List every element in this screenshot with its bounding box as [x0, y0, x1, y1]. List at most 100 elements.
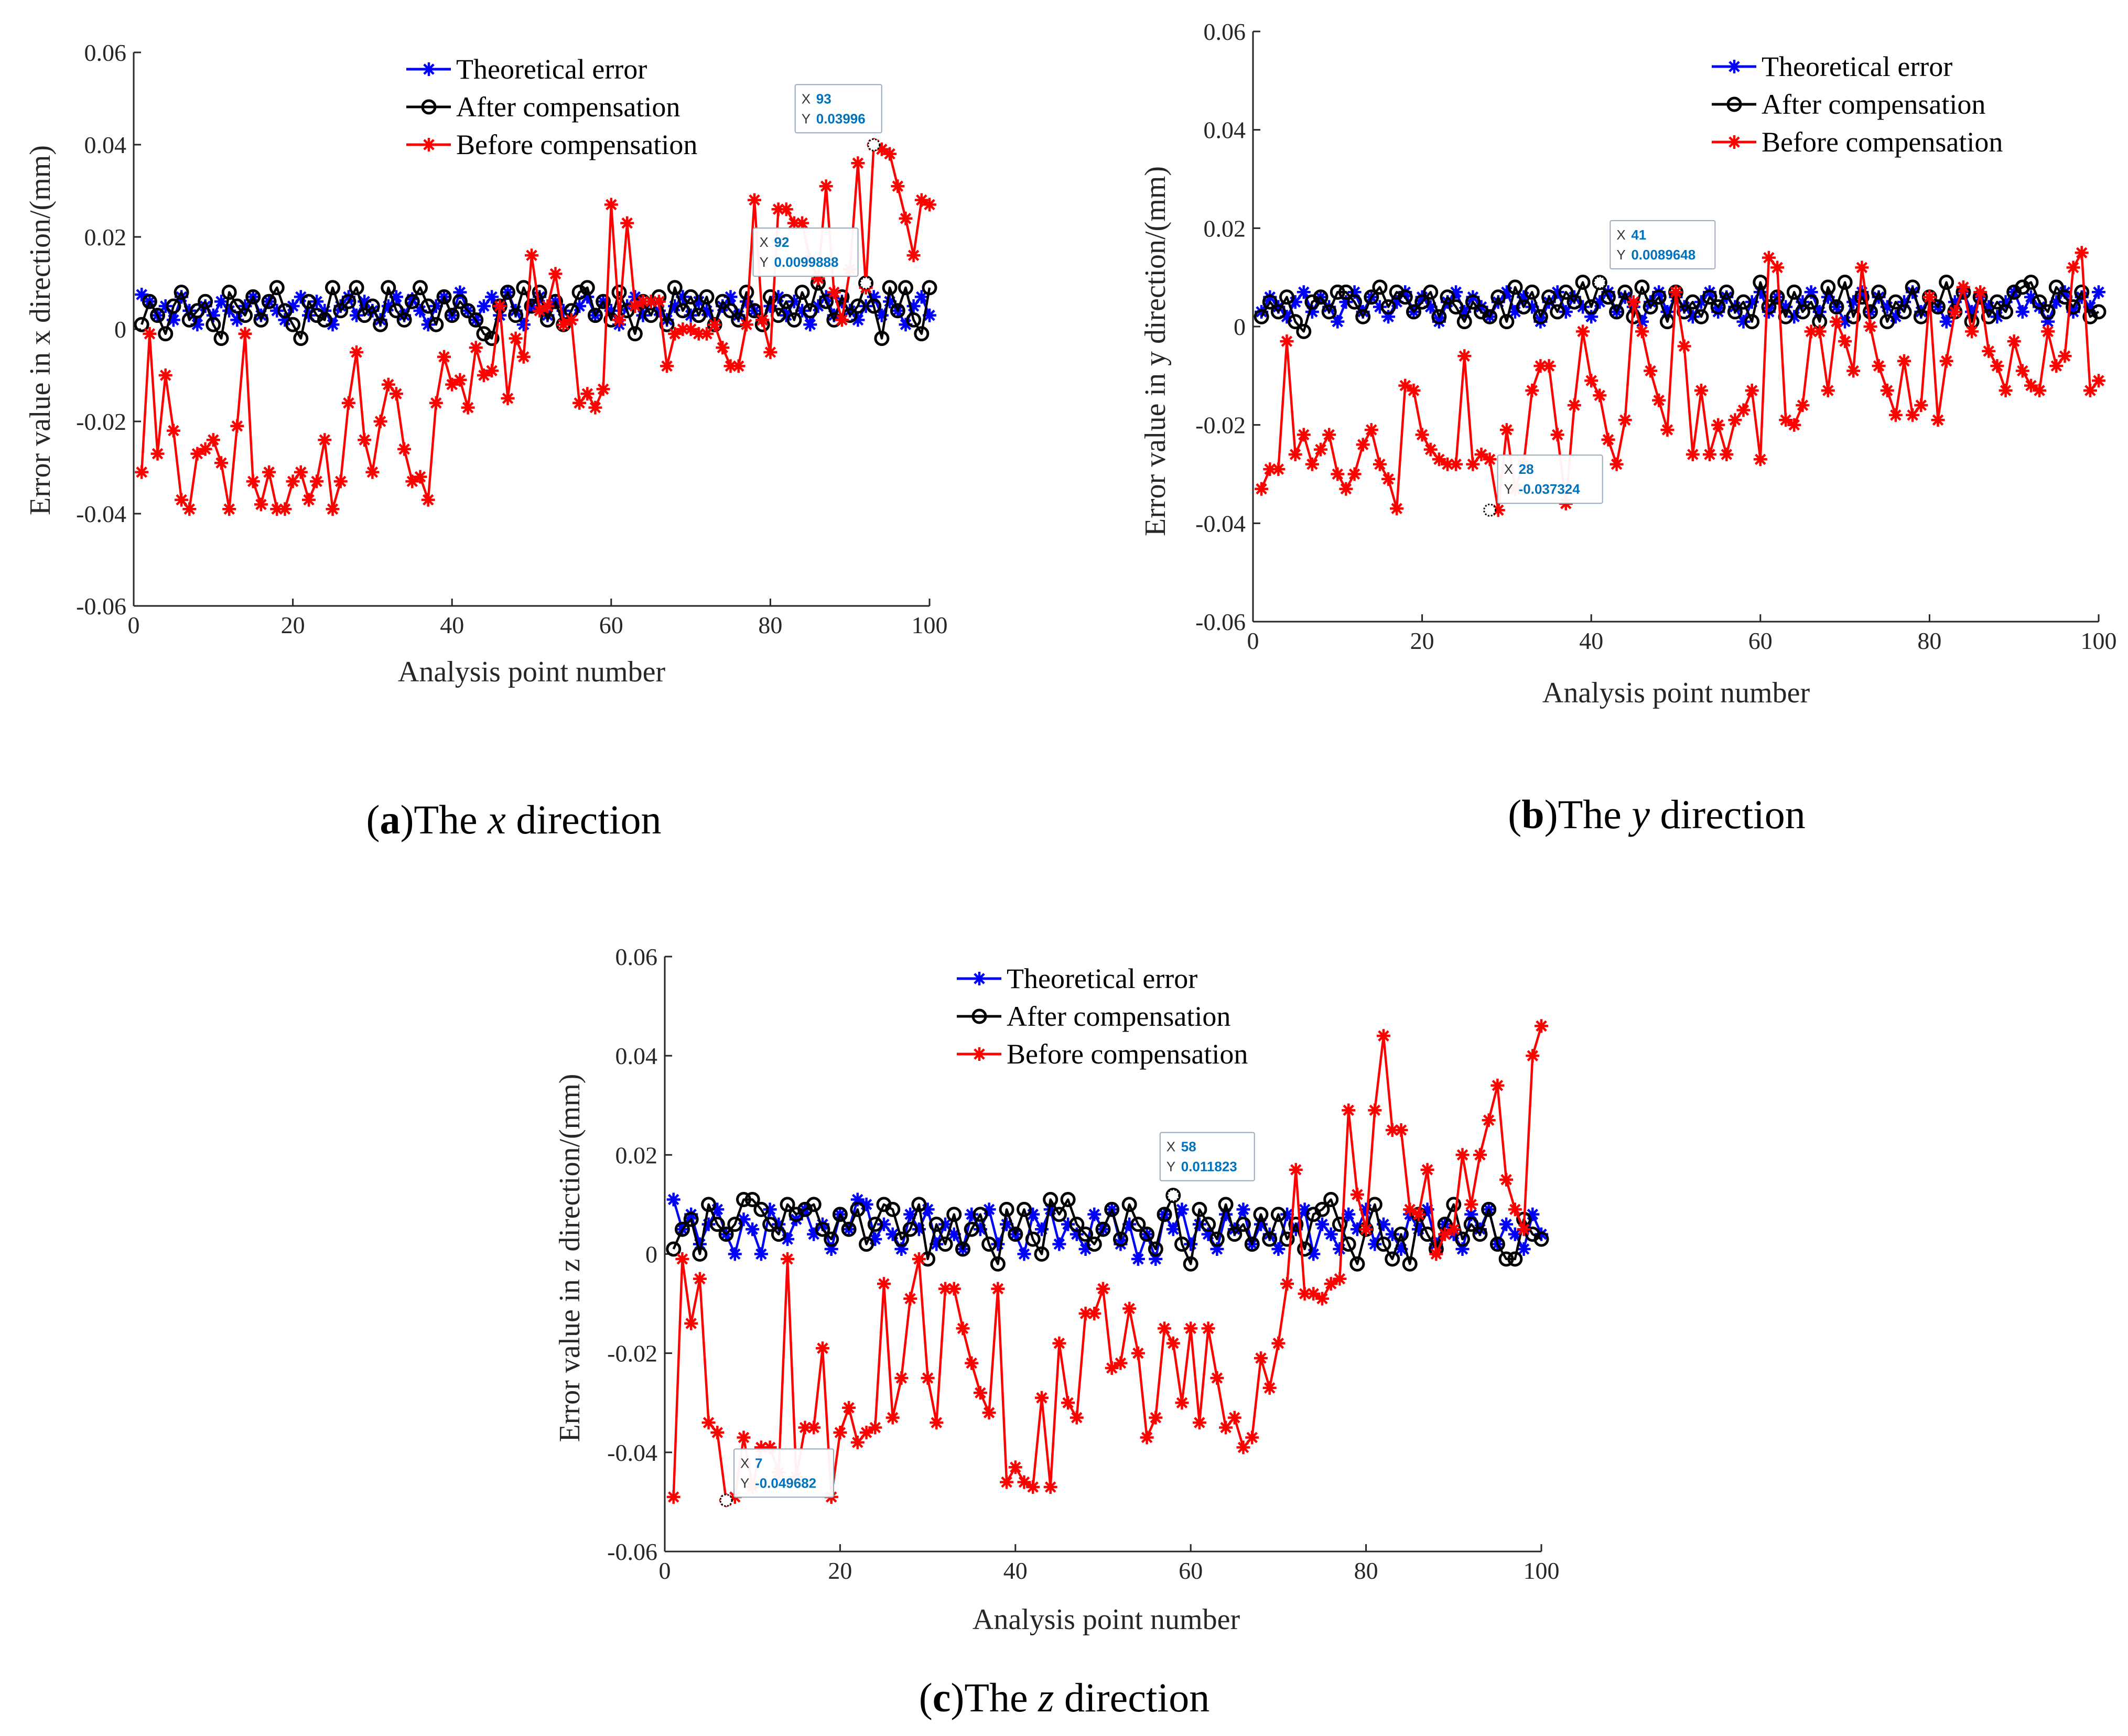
data-point — [827, 308, 841, 322]
datatip-y-value: 0.0099888 — [774, 254, 839, 270]
data-point — [539, 312, 555, 328]
legend-marker — [1726, 96, 1742, 112]
data-point — [1956, 280, 1970, 294]
data-point — [572, 299, 587, 313]
data-point — [1584, 310, 1598, 324]
data-point — [708, 318, 722, 332]
data-point — [1872, 359, 1886, 373]
data-point — [1297, 1241, 1313, 1257]
data-point — [429, 299, 443, 313]
data-point — [1438, 1227, 1452, 1241]
data-point — [1694, 295, 1708, 309]
x-axis-title: Analysis point number — [973, 1603, 1240, 1636]
data-point — [1472, 1227, 1488, 1242]
data-point — [710, 1426, 725, 1439]
data-point — [389, 290, 403, 304]
data-point — [795, 216, 809, 230]
data-point — [802, 303, 818, 319]
x-tick-label: 100 — [912, 612, 948, 638]
data-point — [1499, 1173, 1514, 1187]
legend-label: After compensation — [456, 91, 680, 123]
data-point — [1359, 1202, 1373, 1217]
x-tick-label: 60 — [599, 612, 623, 638]
data-point — [1686, 448, 1700, 461]
caption-suffix: direction — [506, 797, 662, 842]
data-point — [254, 308, 268, 322]
data-point — [509, 331, 523, 345]
data-point — [1271, 1242, 1286, 1256]
data-point — [816, 1217, 829, 1231]
data-point — [859, 1236, 874, 1252]
data-point — [1466, 290, 1480, 304]
datatip-y-value: 0.011823 — [1181, 1159, 1237, 1175]
data-point — [1727, 304, 1743, 320]
data-point — [1114, 1356, 1128, 1370]
datatip[interactable]: X 7Y -0.049682 — [719, 1448, 835, 1507]
y-tick-label: -0.04 — [76, 501, 126, 527]
data-point — [2066, 305, 2080, 319]
data-point — [819, 179, 833, 193]
data-point — [676, 322, 690, 336]
data-point — [1463, 1217, 1479, 1232]
data-point — [1821, 384, 1835, 397]
data-point — [885, 1227, 900, 1241]
datatip[interactable]: X 41 Y 0.0089648 — [1593, 220, 1716, 289]
data-point — [1441, 457, 1454, 471]
data-point — [453, 373, 467, 387]
data-point — [684, 322, 698, 336]
data-point — [981, 1236, 997, 1252]
data-point — [1313, 289, 1328, 305]
data-point — [1288, 295, 1302, 309]
data-point — [1720, 290, 1734, 304]
data-point — [2041, 314, 2055, 329]
datatip[interactable]: X 58 Y 0.011823 — [1159, 1132, 1255, 1202]
data-point — [1347, 294, 1363, 310]
data-point — [716, 299, 730, 313]
data-point — [1922, 290, 1937, 304]
datatip-x-value: 92 — [774, 234, 790, 250]
data-point — [1306, 1247, 1321, 1261]
data-point — [1017, 1201, 1032, 1217]
data-point — [990, 1256, 1006, 1272]
data-point — [780, 1197, 795, 1212]
data-point — [737, 1212, 751, 1227]
data-point — [1209, 1231, 1225, 1247]
data-point — [468, 312, 484, 328]
datatip-box — [1497, 454, 1603, 504]
data-point — [182, 303, 197, 318]
datatip[interactable]: X 92 Y 0.0099888 — [752, 227, 873, 290]
data-point — [832, 1207, 848, 1222]
data-point — [1157, 1207, 1172, 1222]
datatip-box — [1159, 1132, 1255, 1181]
data-point — [991, 1282, 1005, 1296]
datatip-x-value: 41 — [1631, 227, 1646, 243]
caption-variable: x — [487, 797, 506, 842]
datatip[interactable]: X 28 Y -0.037324 — [1483, 454, 1603, 517]
data-point — [516, 318, 531, 332]
data-point — [461, 400, 475, 415]
data-point — [684, 1316, 698, 1330]
datatip-box — [1609, 220, 1716, 269]
data-point — [683, 289, 699, 305]
data-point — [270, 502, 284, 516]
data-point — [1373, 300, 1387, 314]
data-point — [1897, 354, 1911, 368]
data-point — [1411, 1207, 1425, 1221]
data-point — [1288, 314, 1303, 330]
data-point — [1364, 289, 1379, 305]
data-point — [254, 497, 268, 512]
datatip[interactable]: X 93 Y 0.03996 — [794, 84, 882, 151]
data-point — [973, 1207, 988, 1222]
data-point — [1703, 448, 1716, 461]
data-point — [1982, 344, 1996, 358]
data-point — [1139, 1227, 1155, 1242]
caption-letter: b — [1521, 791, 1544, 837]
legend-marker — [973, 1047, 986, 1061]
data-point — [930, 1237, 944, 1251]
data-point — [525, 248, 538, 263]
data-point — [1339, 482, 1353, 496]
datatip-anchor — [867, 138, 881, 151]
data-point — [1112, 1231, 1128, 1247]
data-point — [947, 1282, 961, 1296]
data-point — [317, 312, 332, 328]
